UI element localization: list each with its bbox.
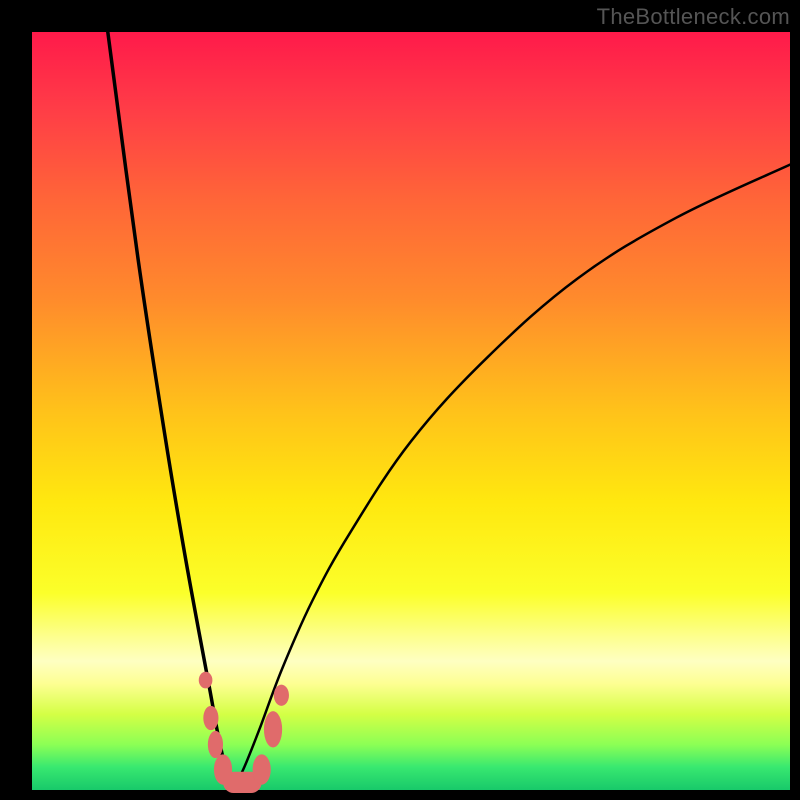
plot-background: [32, 32, 790, 790]
marker-pill: [274, 685, 289, 706]
watermark-text: TheBottleneck.com: [597, 4, 790, 30]
marker-pill: [203, 706, 218, 730]
bottleneck-chart: [0, 0, 800, 800]
marker-pill: [199, 672, 213, 689]
marker-pill: [253, 754, 271, 784]
marker-pill: [214, 754, 232, 784]
marker-pill: [208, 731, 223, 758]
marker-pill: [264, 711, 282, 747]
